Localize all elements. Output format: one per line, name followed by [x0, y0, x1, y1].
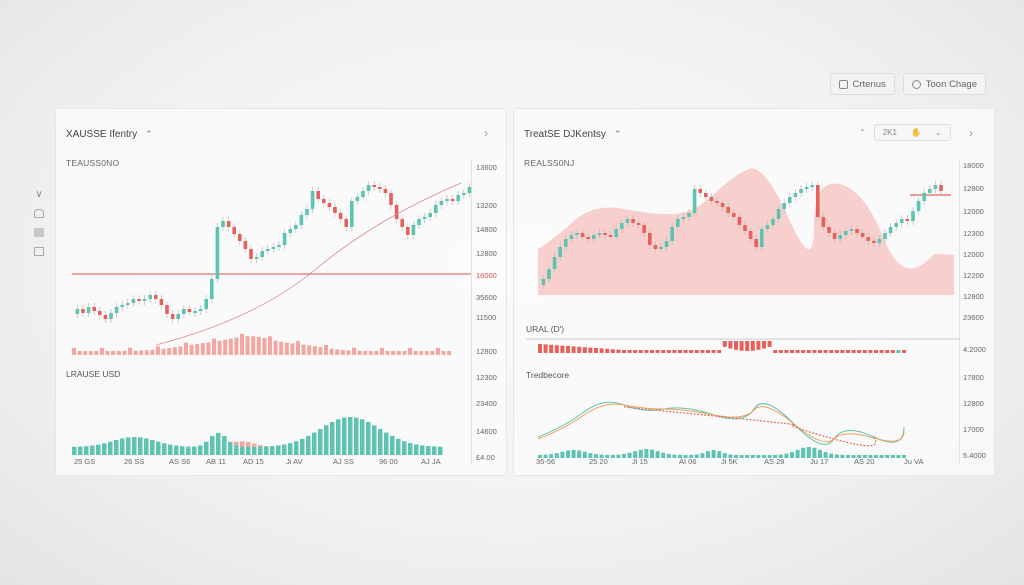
- interval-select[interactable]: 2K1 ✋ ⌄: [873, 124, 951, 141]
- axis-divider: [471, 159, 472, 464]
- axis-divider: [959, 159, 960, 464]
- home-icon[interactable]: [34, 209, 44, 218]
- price-axis: 18000 12800 12000 12300 12000 12200 1280…: [963, 161, 986, 460]
- price-axis: 13600 13200 14800 12800 16000 35600 1150…: [476, 163, 497, 462]
- top-toolbar: Crtenus Toon Chage: [829, 73, 986, 95]
- indicator-label: URAL (D'): [526, 324, 565, 334]
- panel-title[interactable]: XAUSSE Ifentry ⌃: [66, 129, 153, 140]
- area-candlestick-chart[interactable]: [514, 109, 996, 477]
- chevron-down-icon[interactable]: ∨: [35, 189, 43, 200]
- time-axis: 35-56 25 20 Ji 15 AI 06 Ji 5K AS 29 Ju 1…: [536, 457, 924, 466]
- calendar-icon: [838, 79, 848, 89]
- time-axis: 25 GS 26 SS AS S6 AB 11 AD 15 Ji AV AJ S…: [74, 457, 441, 466]
- panel-title[interactable]: TreatSE DJKentsy ⌃: [524, 129, 622, 140]
- symbol-label: REALSS0NJ: [524, 158, 575, 168]
- chevron-up-icon[interactable]: ⌃: [859, 128, 866, 137]
- chevron-up-icon[interactable]: ⌃: [145, 129, 153, 139]
- hand-icon: ✋: [910, 128, 921, 137]
- chart-controls: ⌃ 2K1 ✋ ⌄: [859, 124, 951, 141]
- chevron-right-icon[interactable]: ›: [484, 126, 488, 140]
- left-rail: ∨: [34, 190, 44, 256]
- indicator-label: LRAUSE USD: [66, 369, 121, 379]
- chart-panel-left: XAUSSE Ifentry ⌃ TEAUSS0NO › 13600 13200…: [55, 108, 507, 476]
- clock-icon: [911, 79, 921, 89]
- chevron-up-icon[interactable]: ⌃: [613, 129, 622, 139]
- chevron-down-icon: ⌄: [934, 128, 942, 137]
- toon-change-button[interactable]: Toon Chage: [902, 73, 986, 95]
- criteria-button[interactable]: Crtenus: [829, 73, 895, 95]
- symbol-label: TEAUSS0NO: [66, 158, 120, 168]
- list-icon[interactable]: [34, 247, 44, 256]
- chart-panel-right: TreatSE DJKentsy ⌃ REALSS0NJ ⌃ 2K1 ✋ ⌄ ›…: [513, 108, 995, 476]
- candlestick-chart[interactable]: [56, 109, 508, 477]
- chevron-right-icon[interactable]: ›: [969, 126, 973, 140]
- highlight-price: 16000: [476, 271, 497, 280]
- second-indicator-label: Tredbecore: [526, 370, 570, 380]
- grid-icon[interactable]: [34, 228, 44, 237]
